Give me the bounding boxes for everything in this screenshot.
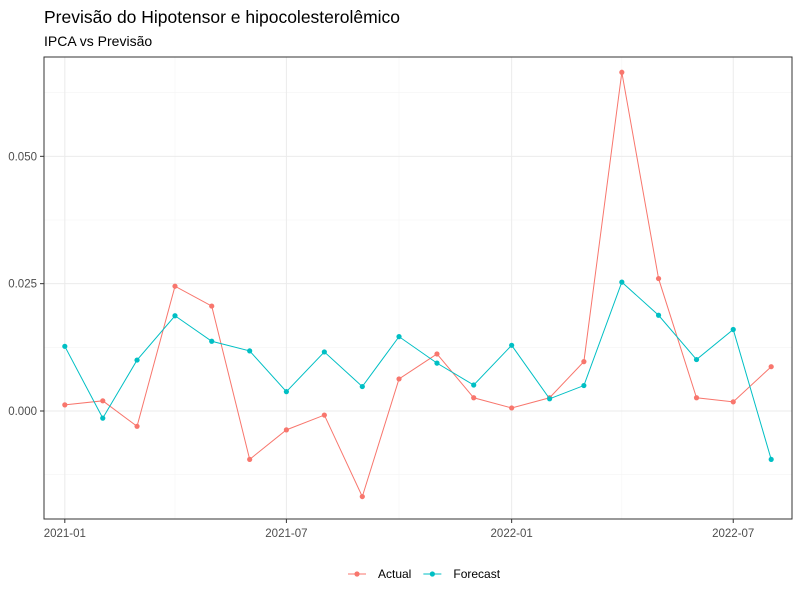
point-forecast-10 (434, 360, 440, 366)
point-forecast-19 (768, 456, 774, 463)
point-forecast-7 (321, 349, 327, 355)
point-forecast-14 (581, 382, 587, 389)
point-actual-18 (730, 399, 736, 405)
y-axis: 0.000 0.025 0.050 (8, 151, 44, 418)
legend: Actual Forecast (348, 567, 501, 581)
minor-gridlines (44, 57, 792, 519)
y-tick-label-0: 0.000 (8, 406, 37, 418)
legend-item-forecast: Forecast (423, 567, 501, 581)
point-forecast-6 (283, 389, 289, 395)
point-actual-3 (172, 283, 178, 289)
legend-label-forecast: Forecast (453, 567, 500, 581)
point-actual-4 (209, 303, 215, 309)
series-forecast (62, 279, 774, 463)
x-axis: 2021-01 2021-07 2022-01 2022-07 (44, 519, 754, 540)
chart-subtitle: IPCA vs Previsão (44, 33, 152, 49)
legend-key-point-actual (354, 571, 360, 577)
point-actual-8 (359, 493, 365, 500)
point-forecast-4 (209, 338, 215, 344)
point-forecast-5 (247, 348, 253, 354)
point-actual-9 (396, 376, 402, 382)
y-tick-label-2: 0.050 (8, 151, 37, 163)
point-actual-12 (509, 405, 515, 411)
point-actual-15 (619, 69, 625, 75)
series-line-forecast (64, 281, 772, 460)
y-tick-label-1: 0.025 (8, 279, 37, 291)
x-tick-label-3: 2022-07 (712, 528, 754, 540)
point-forecast-15 (619, 279, 625, 285)
point-forecast-9 (396, 334, 402, 340)
point-actual-6 (283, 427, 289, 433)
point-forecast-3 (172, 313, 178, 319)
point-actual-19 (768, 364, 774, 370)
point-forecast-16 (655, 312, 662, 318)
series-layer (62, 69, 774, 500)
point-actual-10 (434, 351, 440, 357)
point-actual-2 (134, 423, 140, 429)
x-tick-label-0: 2021-01 (44, 528, 86, 540)
point-actual-11 (471, 395, 477, 401)
point-forecast-11 (471, 382, 477, 388)
legend-key-point-forecast (429, 571, 435, 577)
point-actual-0 (62, 402, 68, 408)
series-actual (62, 69, 774, 500)
point-actual-5 (247, 456, 253, 463)
point-actual-16 (655, 275, 662, 282)
legend-label-actual: Actual (378, 567, 411, 581)
point-forecast-1 (100, 415, 106, 421)
series-line-actual (64, 72, 772, 498)
point-forecast-17 (693, 356, 700, 363)
point-actual-1 (100, 398, 106, 404)
major-gridlines (44, 57, 792, 519)
point-forecast-12 (509, 342, 515, 348)
point-forecast-2 (134, 357, 140, 363)
point-forecast-0 (62, 343, 68, 349)
point-forecast-8 (359, 383, 365, 390)
chart-title: Previsão do Hipotensor e hipocolesterolê… (44, 7, 400, 27)
legend-item-actual: Actual (348, 567, 411, 581)
x-tick-label-2: 2022-01 (491, 528, 533, 540)
point-actual-7 (321, 412, 327, 418)
point-forecast-18 (730, 326, 736, 333)
point-forecast-13 (547, 396, 553, 402)
plot-panel-border (43, 56, 793, 520)
x-tick-label-1: 2021-07 (265, 528, 307, 540)
point-actual-14 (581, 359, 587, 365)
point-actual-17 (693, 395, 700, 401)
